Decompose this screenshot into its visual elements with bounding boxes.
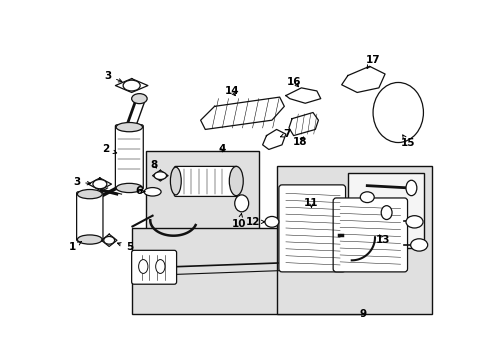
Ellipse shape bbox=[123, 80, 140, 91]
Text: 17: 17 bbox=[365, 55, 379, 68]
Ellipse shape bbox=[372, 82, 423, 143]
Ellipse shape bbox=[103, 237, 114, 244]
FancyBboxPatch shape bbox=[131, 250, 176, 284]
Text: 7: 7 bbox=[280, 129, 290, 139]
Ellipse shape bbox=[405, 180, 416, 195]
FancyBboxPatch shape bbox=[332, 198, 407, 272]
FancyBboxPatch shape bbox=[278, 185, 345, 272]
Ellipse shape bbox=[229, 166, 243, 195]
Ellipse shape bbox=[234, 195, 248, 212]
Polygon shape bbox=[341, 66, 384, 93]
Ellipse shape bbox=[381, 206, 391, 220]
Text: 14: 14 bbox=[224, 86, 239, 96]
Text: 11: 11 bbox=[304, 198, 318, 208]
Bar bbox=[146, 151, 258, 243]
FancyBboxPatch shape bbox=[115, 125, 143, 189]
Bar bbox=[347, 172, 423, 248]
Text: 4: 4 bbox=[218, 144, 225, 154]
Ellipse shape bbox=[116, 183, 142, 193]
Text: 5: 5 bbox=[117, 242, 133, 252]
Ellipse shape bbox=[77, 189, 102, 199]
Text: 6: 6 bbox=[135, 186, 145, 196]
Bar bbox=[132, 228, 363, 314]
Text: 10: 10 bbox=[232, 213, 246, 229]
Text: 18: 18 bbox=[292, 137, 306, 147]
FancyBboxPatch shape bbox=[77, 192, 103, 241]
Ellipse shape bbox=[138, 260, 148, 274]
Ellipse shape bbox=[93, 180, 107, 189]
Ellipse shape bbox=[264, 216, 278, 227]
Ellipse shape bbox=[405, 216, 422, 228]
FancyBboxPatch shape bbox=[174, 166, 237, 197]
Text: 15: 15 bbox=[400, 135, 415, 148]
Ellipse shape bbox=[170, 167, 181, 195]
Ellipse shape bbox=[144, 188, 161, 196]
Text: 13: 13 bbox=[375, 235, 389, 244]
Text: 1: 1 bbox=[69, 242, 81, 252]
Text: 16: 16 bbox=[286, 77, 300, 87]
Text: 2: 2 bbox=[102, 144, 117, 154]
Text: 3: 3 bbox=[73, 177, 90, 187]
Ellipse shape bbox=[131, 94, 147, 104]
Text: 8: 8 bbox=[150, 160, 158, 170]
Polygon shape bbox=[200, 97, 284, 130]
Ellipse shape bbox=[360, 192, 373, 203]
Ellipse shape bbox=[116, 122, 142, 132]
Bar bbox=[276, 166, 431, 314]
Text: 9: 9 bbox=[359, 309, 366, 319]
Text: 3: 3 bbox=[104, 71, 122, 82]
Polygon shape bbox=[288, 112, 318, 136]
Text: 12: 12 bbox=[245, 217, 264, 227]
Ellipse shape bbox=[77, 235, 102, 244]
Polygon shape bbox=[262, 130, 285, 149]
Ellipse shape bbox=[410, 239, 427, 251]
Ellipse shape bbox=[155, 260, 164, 274]
Ellipse shape bbox=[154, 172, 166, 180]
Polygon shape bbox=[285, 88, 320, 103]
